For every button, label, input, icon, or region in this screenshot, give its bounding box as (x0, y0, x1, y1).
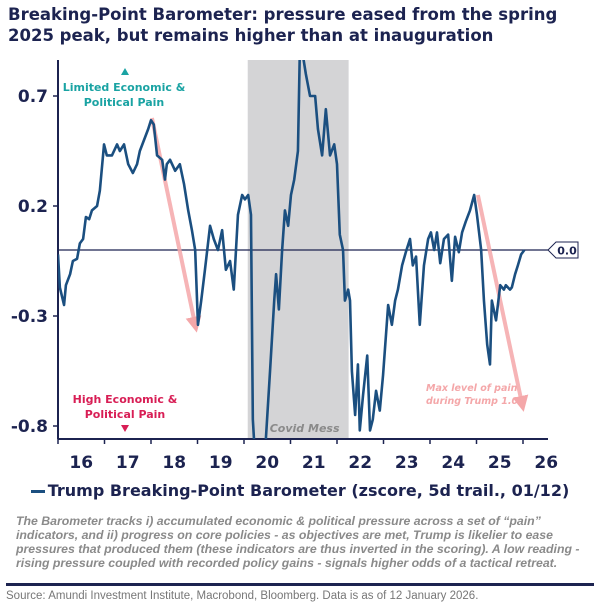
barometer-line (58, 60, 526, 439)
chart-note: The Barometer tracks i) accumulated econ… (16, 514, 580, 570)
x-tick-label: 22 (348, 453, 372, 473)
source-note: Source: Amundi Investment Institute, Mac… (6, 590, 479, 602)
limited-pain-label-2: Political Pain (84, 96, 165, 109)
high-pain-label-2: Political Pain (85, 408, 166, 421)
divider (6, 583, 594, 586)
y-tick-label: 0.7 (18, 87, 48, 107)
zero-label: 0.0 (557, 245, 577, 258)
y-tick-label: -0.3 (11, 307, 48, 327)
x-tick-label: 18 (162, 453, 186, 473)
x-tick-label: 23 (395, 453, 419, 473)
legend: Trump Breaking-Point Barometer (zscore, … (0, 481, 600, 500)
y-tick-label: -0.8 (11, 417, 48, 437)
up-triangle-icon (121, 68, 129, 75)
zero-label-box (547, 241, 579, 259)
x-tick-label: 25 (488, 453, 512, 473)
x-tick-label: 17 (116, 453, 140, 473)
pain-arrow (475, 194, 529, 412)
x-tick-label: 16 (69, 453, 93, 473)
x-tick-label: 26 (534, 453, 558, 473)
covid-label: Covid Mess (270, 422, 340, 435)
down-triangle-icon (121, 425, 129, 432)
legend-swatch (30, 490, 45, 493)
high-pain-label-1: High Economic & (73, 393, 178, 406)
x-tick-label: 20 (255, 453, 279, 473)
max-pain-label-1: Max level of pain (426, 383, 518, 394)
pain-arrow (149, 117, 202, 333)
max-pain-label-2: during Trump 1.0 (426, 396, 518, 407)
legend-label: Trump Breaking-Point Barometer (zscore, … (47, 481, 570, 500)
x-tick-label: 24 (441, 453, 465, 473)
x-tick-label: 19 (209, 453, 233, 473)
chart-title: Breaking-Point Barometer: pressure eased… (8, 5, 558, 45)
limited-pain-label-1: Limited Economic & (63, 81, 186, 94)
y-tick-label: 0.2 (18, 197, 48, 217)
chart: Covid Mess 0.7 0.2 -0.3 -0.8 16 17 18 19 20 21 22 23… (11, 60, 579, 473)
x-tick-label: 21 (302, 453, 326, 473)
